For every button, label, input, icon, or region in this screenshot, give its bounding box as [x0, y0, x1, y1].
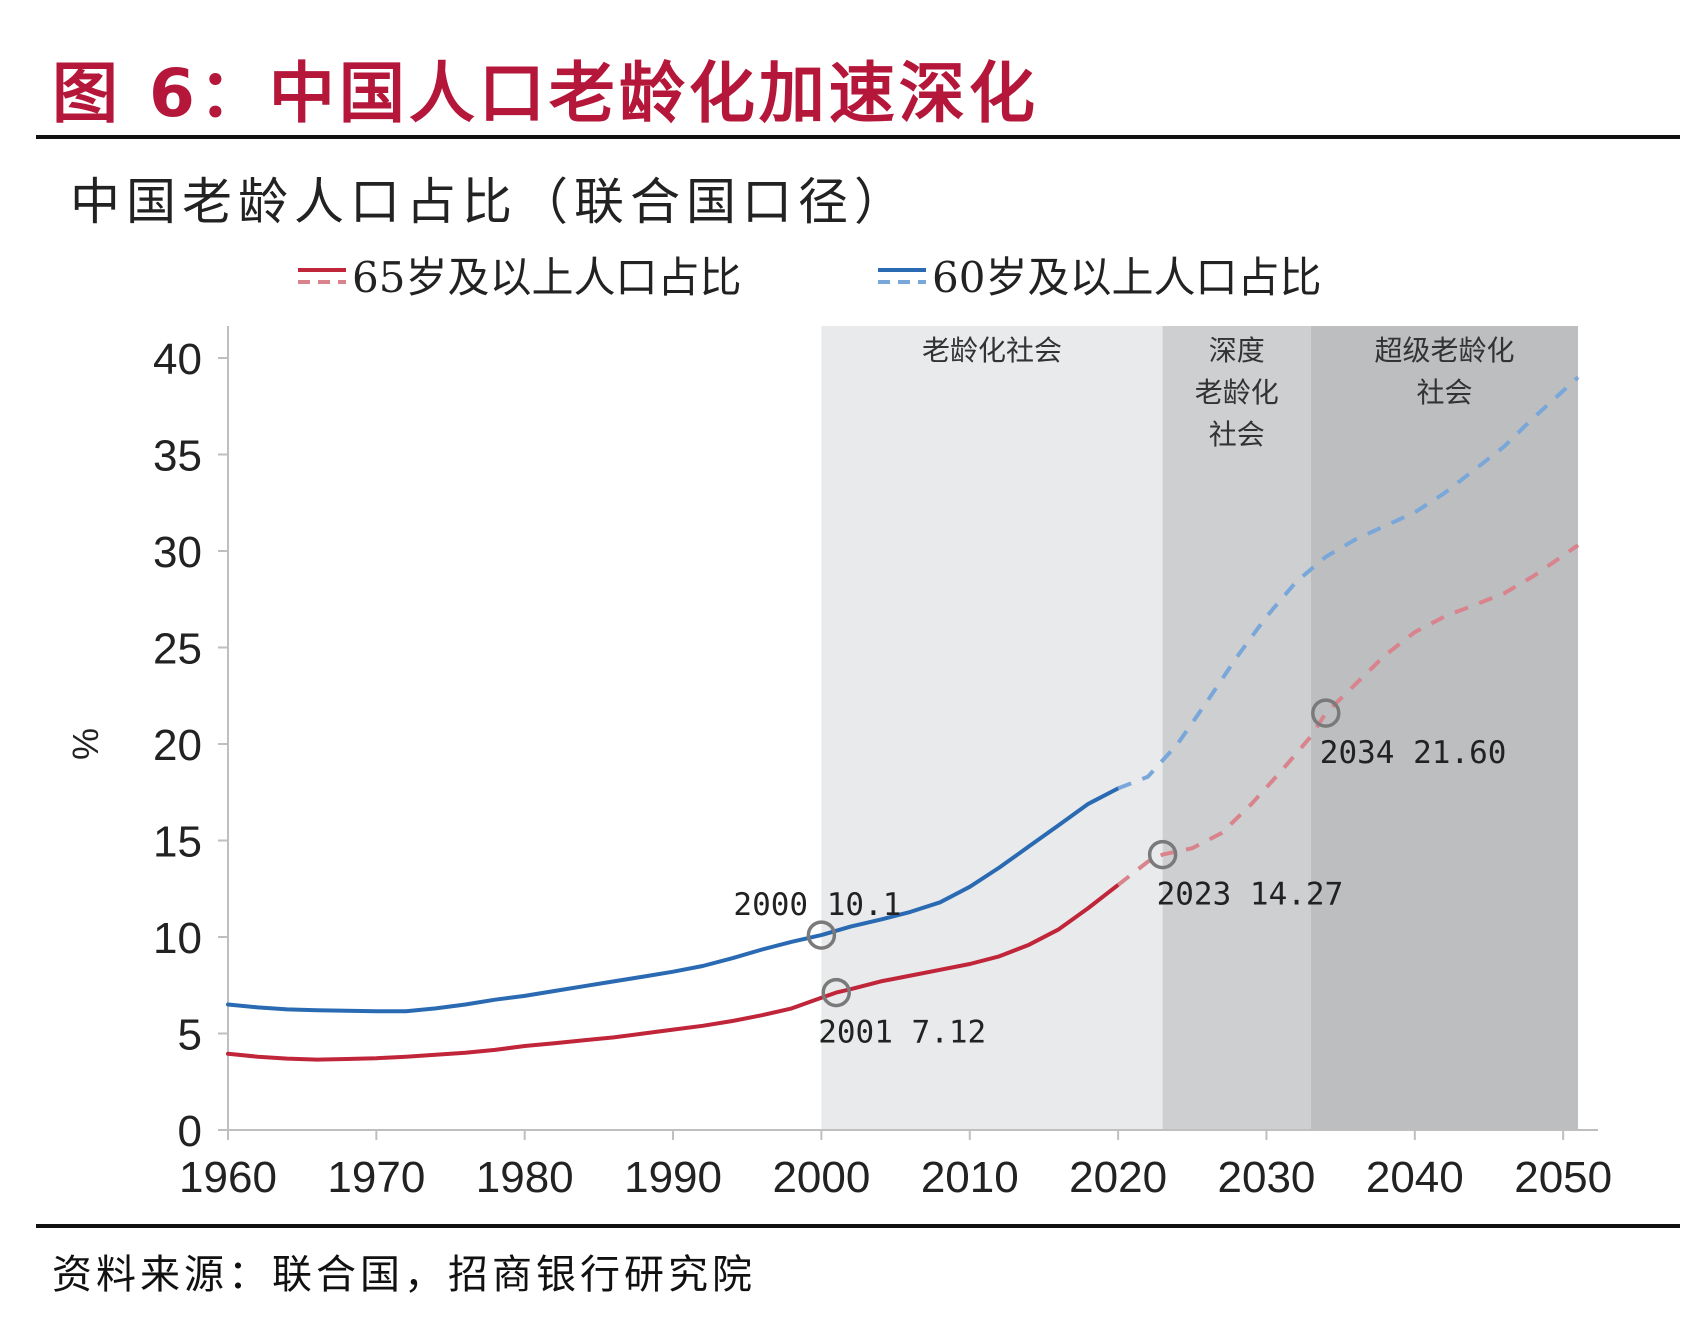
y-tick-label: 15 [153, 818, 202, 867]
bottom-rule [36, 1224, 1680, 1228]
y-tick-label: 40 [153, 335, 202, 384]
x-tick-label: 1980 [476, 1153, 574, 1202]
region-label: 老龄化 [1195, 376, 1279, 409]
y-tick-label: 10 [153, 914, 202, 963]
source-note: 资料来源：联合国，招商银行研究院 [52, 1252, 756, 1298]
x-tick-label: 2050 [1514, 1153, 1612, 1202]
x-tick-label: 2010 [921, 1153, 1019, 1202]
x-tick-label: 1970 [327, 1153, 425, 1202]
annotations: 2000 10.1 2001 7.12 2023 14.27 2034 21.60 [733, 698, 1507, 1051]
series-actual-line-0 [226, 882, 1121, 1062]
chart-title: 中国老龄人口占比（联合国口径） [70, 173, 910, 231]
x-tick-label: 2040 [1366, 1153, 1464, 1202]
axes: 0 5 10 15 20 25 30 35 40 1960 1970 1980 1990 2000 2010… [65, 326, 1612, 1202]
y-tick-label: 30 [153, 528, 202, 577]
y-tick-label: 0 [178, 1107, 202, 1156]
region-label: 超级老龄化 [1374, 334, 1514, 367]
x-tick-label: 2030 [1218, 1153, 1316, 1202]
region-band [1310, 326, 1578, 1130]
series-projection-line-1 [1117, 375, 1580, 791]
region-label: 深度 [1209, 334, 1265, 367]
region-band [1162, 326, 1311, 1130]
annotation-marker [1311, 698, 1341, 728]
annotation-marker [821, 977, 851, 1008]
annotation-label: 2001 7.12 [818, 1015, 986, 1051]
annotation-marker [806, 920, 837, 950]
y-tick-label: 5 [178, 1011, 202, 1060]
x-tick-label: 1990 [624, 1153, 722, 1202]
top-rule [36, 135, 1680, 139]
annotation-label: 2000 10.1 [733, 887, 901, 923]
annotation-marker [1147, 839, 1178, 870]
annotation-label: 2023 14.27 [1157, 877, 1344, 913]
region-label: 老龄化社会 [922, 334, 1062, 367]
y-tick-label: 35 [153, 432, 202, 481]
legend: 65岁及以上人口占比 60岁及以上人口占比 [298, 253, 1321, 302]
figure-title: 图 6：中国人口老龄化加速深化 [52, 55, 1039, 132]
region-band [821, 326, 1163, 1130]
x-tick-label: 2000 [772, 1153, 870, 1202]
annotation-label: 2034 21.60 [1320, 735, 1507, 771]
x-tick-label: 2020 [1069, 1153, 1167, 1202]
region-label: 社会 [1209, 418, 1265, 451]
y-tick-label: 20 [153, 721, 202, 770]
legend-label: 60岁及以上人口占比 [932, 253, 1321, 302]
region-label: 社会 [1416, 376, 1472, 409]
y-axis-label: % [65, 728, 106, 760]
series-actual-line-1 [226, 786, 1121, 1014]
y-tick-label: 25 [153, 625, 202, 674]
x-tick-label: 1960 [179, 1153, 277, 1202]
legend-label: 65岁及以上人口占比 [352, 253, 741, 302]
